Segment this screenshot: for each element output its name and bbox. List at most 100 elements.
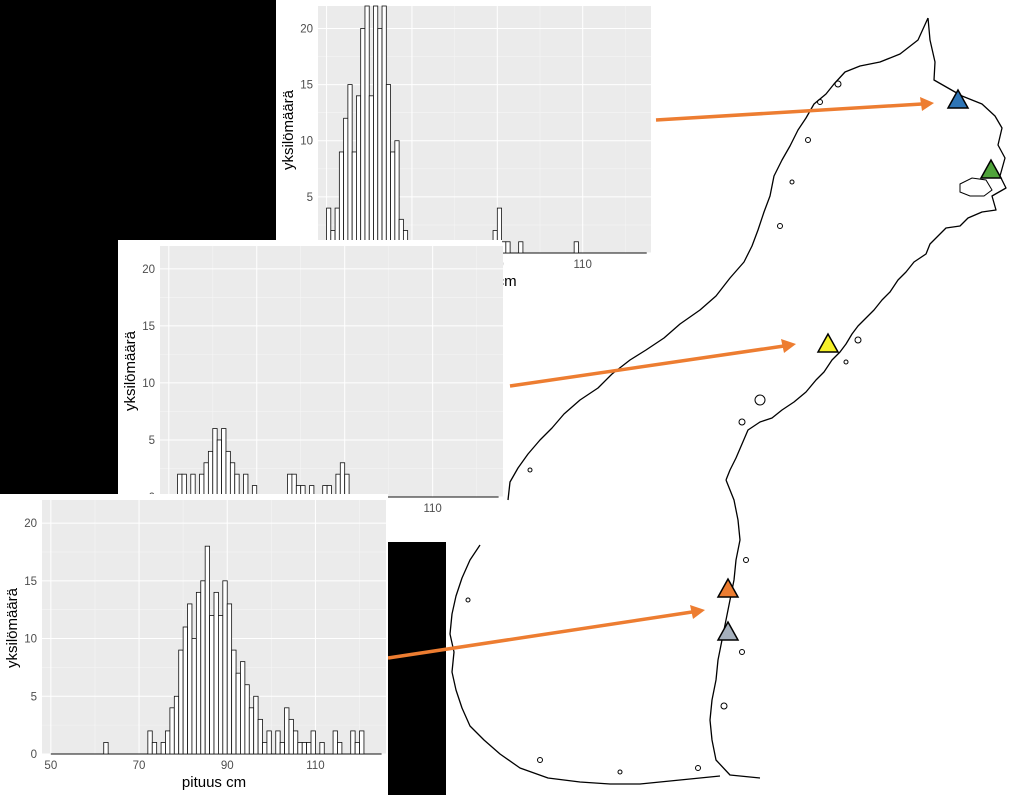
arrowhead (781, 339, 796, 353)
y-tick-label: 20 (142, 264, 155, 276)
histogram-bar (339, 462, 346, 498)
histogram-bar (505, 241, 511, 254)
histogram-bar (221, 428, 227, 498)
histogram-bar (310, 730, 316, 755)
y-axis-title: yksilömäärä (122, 330, 139, 411)
histogram-bar (207, 450, 214, 498)
histogram-bar (199, 473, 205, 498)
histogram-bar (291, 473, 297, 498)
islet (695, 765, 701, 771)
y-tick-label: 5 (307, 192, 313, 204)
site-markers (716, 88, 1003, 641)
islet (854, 336, 862, 344)
histogram-bar (177, 473, 183, 498)
histogram-bar (165, 730, 171, 755)
histogram-bar (364, 5, 370, 254)
histogram-bar (178, 649, 184, 755)
arrowhead (920, 97, 934, 111)
y-tick-label: 10 (24, 634, 37, 646)
x-tick-label: 90 (221, 760, 234, 772)
x-tick-label: 70 (133, 760, 146, 772)
site-arrows (387, 97, 934, 660)
histogram-bar (373, 5, 379, 254)
histogram-bar (297, 742, 303, 755)
histogram-bar (279, 742, 285, 755)
marker-orange-triangle (716, 577, 740, 598)
histogram-bar (377, 28, 383, 254)
marker-blue-triangle (946, 88, 970, 109)
histogram-bar (181, 473, 187, 498)
histogram-southern-site: 50 70 90 110 0 5 10 15 20 pituus cm yksilömäärä (0, 494, 388, 795)
x-tick-label: 110 (423, 503, 441, 515)
histogram-bar (356, 95, 362, 254)
marker-green-triangle (979, 158, 1003, 179)
islet (777, 223, 783, 229)
histogram-bar (385, 84, 391, 254)
islet (537, 757, 543, 763)
y-tick-label: 15 (24, 576, 37, 588)
histogram-bar (518, 241, 524, 254)
histogram-bar (287, 473, 293, 498)
y-tick-label: 0 (31, 749, 37, 761)
histogram-bar (200, 580, 206, 755)
y-tick-label: 10 (300, 136, 313, 148)
x-tick-label: 110 (306, 760, 324, 772)
histogram-bar (306, 742, 312, 755)
islet (805, 137, 811, 143)
histogram-bar (231, 649, 237, 755)
y-tick-label: 15 (300, 80, 313, 92)
y-tick-label: 10 (142, 378, 155, 390)
y-tick-label: 5 (31, 691, 37, 703)
histogram-bar (243, 473, 249, 498)
islet (834, 80, 842, 88)
histogram-bar (347, 84, 353, 254)
histogram-bar (257, 718, 263, 755)
islet (738, 418, 746, 426)
histogram-bar (234, 473, 240, 498)
histogram-bar (218, 615, 224, 755)
histogram-bar (275, 730, 281, 755)
histogram-bar (573, 241, 579, 254)
histogram-bar (350, 730, 356, 755)
y-tick-label: 15 (142, 321, 155, 333)
histogram-bar (212, 428, 218, 498)
histogram-bar (213, 591, 219, 755)
histogram-bar (240, 661, 246, 755)
histogram-bar (301, 742, 308, 755)
arrow-yellow-site (509, 344, 785, 388)
x-tick-label: 110 (574, 259, 592, 271)
y-tick-label: 5 (149, 435, 155, 447)
y-tick-label: 20 (300, 23, 313, 35)
arrowhead (690, 605, 705, 619)
arrow-orange-site (387, 610, 693, 660)
marker-grey-triangle (716, 620, 740, 641)
histogram-bar (368, 95, 374, 254)
histogram-bar (169, 707, 175, 755)
islet (754, 394, 766, 406)
histogram-bar (284, 707, 290, 755)
histogram-bar (360, 28, 366, 254)
histogram-bar (235, 672, 241, 755)
arrow-blue-site (655, 102, 923, 122)
histogram-bar (337, 742, 343, 755)
histogram-bar (216, 439, 222, 498)
x-axis-title: pituus cm (182, 774, 246, 791)
histogram-bar (262, 742, 268, 755)
histogram-bar (335, 473, 341, 498)
histogram-bar (244, 684, 250, 755)
islet (843, 359, 849, 365)
histogram-bar (343, 117, 349, 254)
histogram-bar (319, 742, 325, 755)
histogram-bar (390, 151, 396, 254)
histogram-bar (187, 603, 193, 755)
histogram-bar (354, 742, 360, 755)
histogram-bar (226, 603, 233, 755)
histogram-bar (253, 695, 259, 755)
histogram-bar (222, 580, 228, 755)
histogram-bar (344, 473, 350, 498)
histogram-bar (225, 450, 231, 498)
islet (465, 597, 471, 603)
histogram-bar (103, 742, 109, 755)
histogram-bar (229, 462, 236, 498)
